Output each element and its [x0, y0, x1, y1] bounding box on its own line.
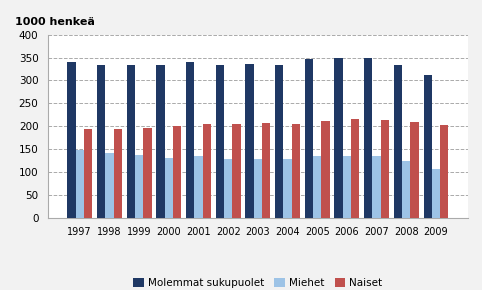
Bar	[97, 66, 105, 218]
Bar	[114, 129, 122, 218]
Bar	[275, 66, 283, 218]
Bar	[411, 122, 419, 218]
Bar	[381, 120, 389, 218]
Bar	[232, 124, 241, 218]
Bar	[283, 159, 292, 218]
Bar	[135, 155, 143, 218]
Bar	[84, 129, 92, 218]
Bar	[224, 159, 232, 218]
Bar	[156, 66, 165, 218]
Bar	[351, 119, 360, 218]
Text: 1000 henkeä: 1000 henkeä	[14, 17, 94, 28]
Bar	[173, 126, 181, 218]
Bar	[440, 125, 448, 218]
Bar	[402, 161, 411, 218]
Bar	[216, 66, 224, 218]
Bar	[143, 128, 151, 218]
Bar	[186, 62, 194, 218]
Bar	[321, 121, 330, 218]
Bar	[373, 156, 381, 218]
Bar	[202, 124, 211, 218]
Bar	[305, 59, 313, 218]
Bar	[105, 153, 114, 218]
Bar	[194, 156, 202, 218]
Legend: Molemmat sukupuolet, Miehet, Naiset: Molemmat sukupuolet, Miehet, Naiset	[129, 274, 387, 290]
Bar	[127, 66, 135, 218]
Bar	[364, 58, 373, 218]
Bar	[262, 123, 270, 218]
Bar	[343, 156, 351, 218]
Bar	[424, 75, 432, 218]
Bar	[432, 168, 440, 218]
Bar	[394, 66, 402, 218]
Bar	[292, 124, 300, 218]
Bar	[313, 156, 321, 218]
Bar	[335, 58, 343, 218]
Bar	[254, 159, 262, 218]
Bar	[76, 150, 84, 218]
Bar	[67, 62, 76, 218]
Bar	[165, 158, 173, 218]
Bar	[245, 64, 254, 218]
